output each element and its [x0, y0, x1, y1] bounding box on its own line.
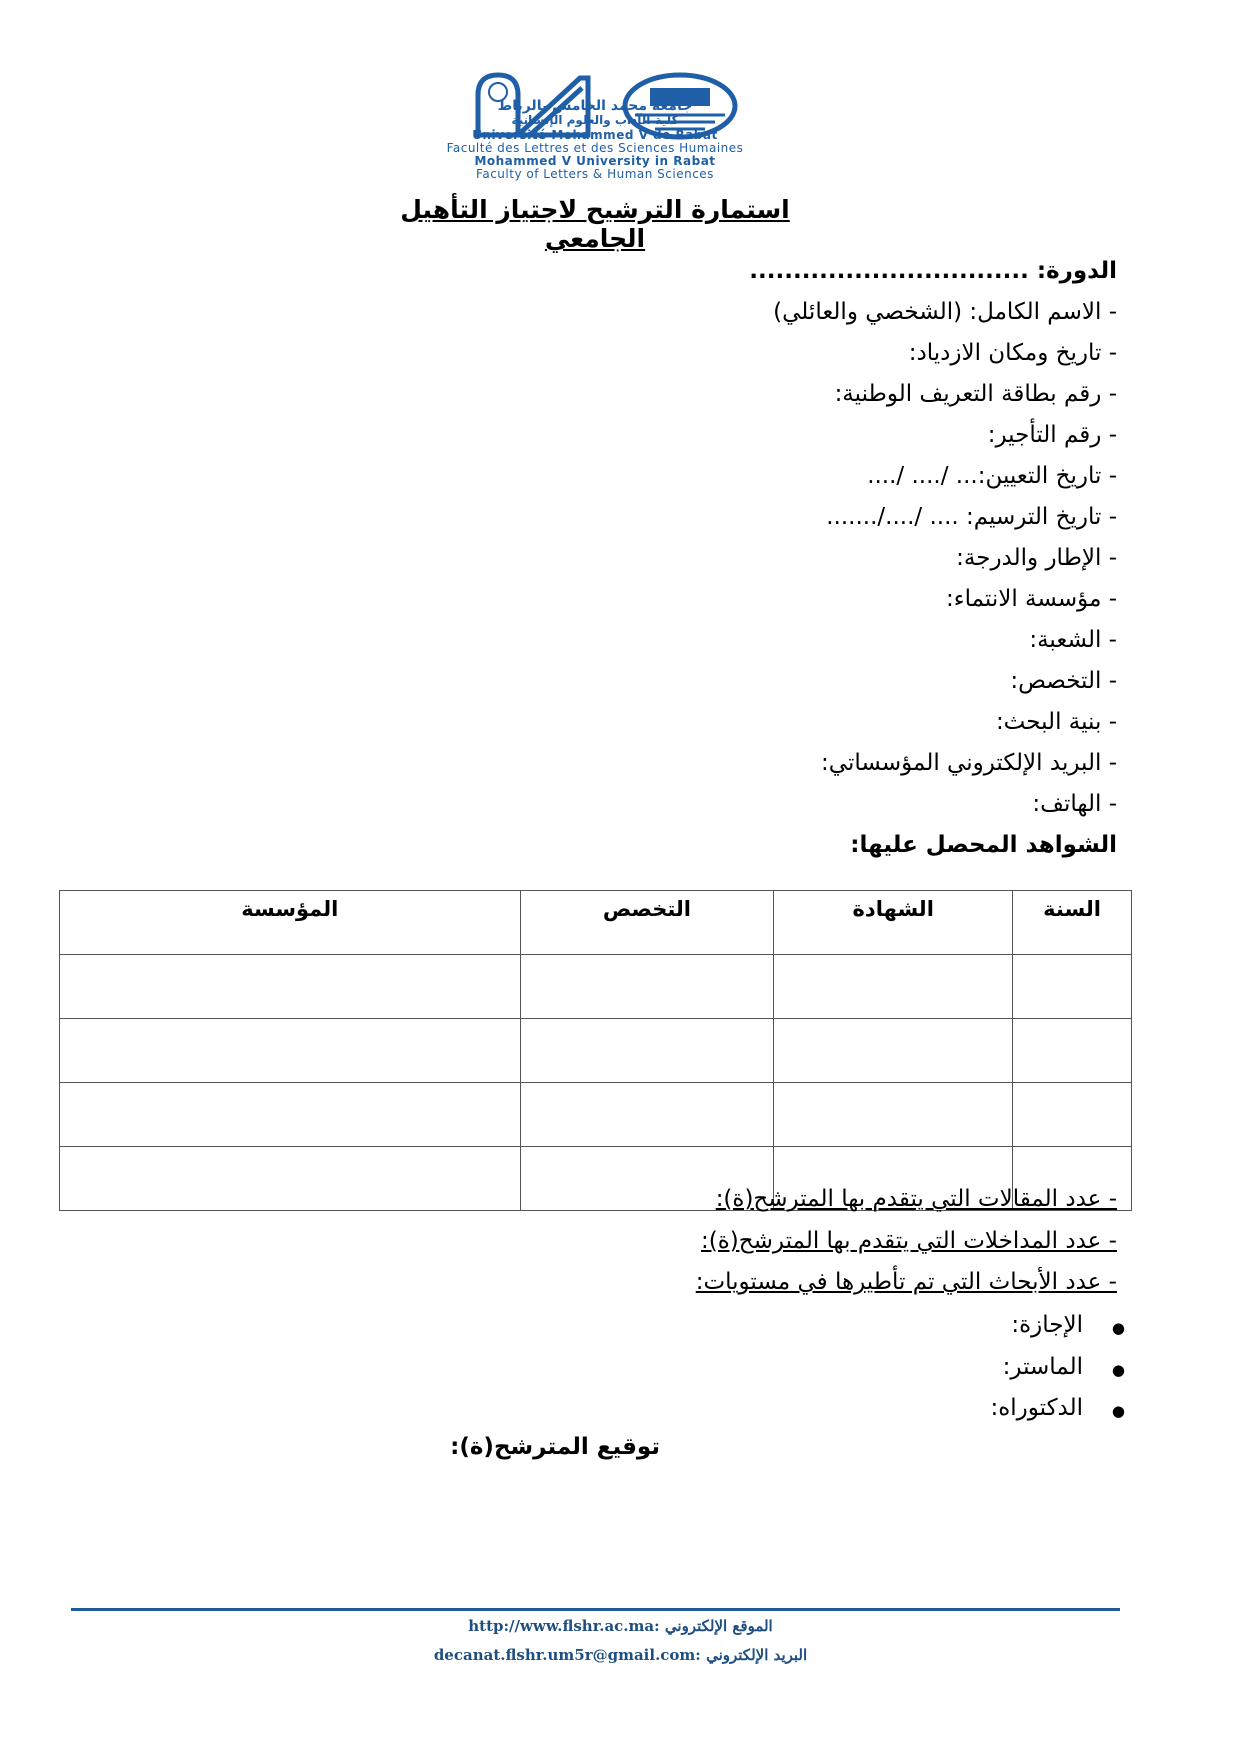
- session-field: الدورة: ................................: [749, 258, 1117, 284]
- level-master: الماستر:: [1003, 1354, 1126, 1380]
- table-cell[interactable]: [59, 1146, 521, 1211]
- field-birth: - تاريخ ومكان الازدياد:: [908, 340, 1117, 366]
- table-row: [59, 1146, 1132, 1211]
- field-email: - البريد الإلكتروني المؤسساتي:: [821, 750, 1117, 776]
- header-specialty: التخصص: [519, 890, 775, 955]
- footer-divider: [71, 1608, 1120, 1611]
- table-row: [59, 954, 1132, 1019]
- university-logo: [475, 72, 738, 140]
- table-cell[interactable]: [59, 1082, 521, 1147]
- degrees-heading: الشواهد المحصل عليها:: [850, 832, 1117, 858]
- degrees-table: السنة الشهادة التخصص المؤسسة: [59, 890, 1132, 1211]
- table-cell[interactable]: [1012, 1146, 1132, 1211]
- table-row: [59, 1082, 1132, 1147]
- table-cell[interactable]: [59, 954, 521, 1019]
- logo-en-university: Mohammed V University in Rabat: [474, 154, 716, 168]
- logo-arabic-faculty: كلية الآداب والعلوم الإنسانية: [511, 113, 679, 127]
- signature-label: توقيع المترشح(ة):: [450, 1434, 660, 1460]
- field-department: - الشعبة:: [1029, 627, 1117, 653]
- header-degree: الشهادة: [773, 890, 1014, 955]
- table-row: [59, 1018, 1132, 1083]
- supervised-research-count: - عدد الأبحاث التي تم تأطيرها في مستويات…: [695, 1269, 1117, 1295]
- table-cell[interactable]: [519, 1018, 775, 1083]
- logo-arabic-university: جامعة محمد الخامس بالرباط: [497, 98, 693, 114]
- field-research-unit: - بنية البحث:: [995, 709, 1117, 735]
- level-licence: الإجازة:: [1011, 1312, 1124, 1338]
- field-full-name: - الاسم الكامل: (الشخصي والعائلي): [773, 299, 1117, 325]
- form-title: استمارة الترشيح لاجتياز التأهيل الجامعي: [400, 195, 790, 253]
- header-institution: المؤسسة: [59, 890, 521, 955]
- table-cell[interactable]: [59, 1018, 521, 1083]
- level-doctorate: الدكتوراه:: [990, 1395, 1124, 1421]
- table-cell[interactable]: [1012, 1018, 1132, 1083]
- header-year: السنة: [1012, 890, 1132, 955]
- footer-email[interactable]: decanat.flshr.um5r@gmail.com: البريد الإ…: [433, 1646, 808, 1664]
- table-header-row: السنة الشهادة التخصص المؤسسة: [59, 890, 1132, 955]
- articles-count: - عدد المقالات التي يتقدم بها المترشح(ة)…: [715, 1186, 1117, 1212]
- field-payroll-number: - رقم التأجير:: [987, 422, 1117, 448]
- table-cell[interactable]: [519, 1146, 775, 1211]
- table-cell[interactable]: [1012, 954, 1132, 1019]
- table-cell[interactable]: [773, 1082, 1014, 1147]
- field-specialty: - التخصص:: [1010, 668, 1117, 694]
- footer-website[interactable]: http://www.flshr.ac.ma: الموقع الإلكترون…: [468, 1617, 773, 1635]
- field-appointment-date: - تاريخ التعيين:... /.... /....: [867, 463, 1117, 489]
- field-institution: - مؤسسة الانتماء:: [946, 586, 1117, 612]
- table-cell[interactable]: [773, 954, 1014, 1019]
- logo-fr-faculty: Faculté des Lettres et des Sciences Huma…: [446, 141, 744, 155]
- table-cell[interactable]: [1012, 1082, 1132, 1147]
- logo-en-faculty: Faculty of Letters & Human Sciences: [476, 167, 714, 181]
- table-cell[interactable]: [773, 1018, 1014, 1083]
- field-grade: - الإطار والدرجة:: [956, 545, 1117, 571]
- logo-fr-university: Université Mohammed V de Rabat: [472, 128, 718, 142]
- field-tenure-date: - تاريخ الترسيم: .... /..../.......: [826, 504, 1117, 530]
- table-cell[interactable]: [519, 1082, 775, 1147]
- field-national-id: - رقم بطاقة التعريف الوطنية:: [834, 381, 1117, 407]
- presentations-count: - عدد المداخلات التي يتقدم بها المترشح(ة…: [701, 1228, 1117, 1254]
- table-cell[interactable]: [773, 1146, 1014, 1211]
- field-phone: - الهاتف:: [1032, 791, 1117, 817]
- table-cell[interactable]: [519, 954, 775, 1019]
